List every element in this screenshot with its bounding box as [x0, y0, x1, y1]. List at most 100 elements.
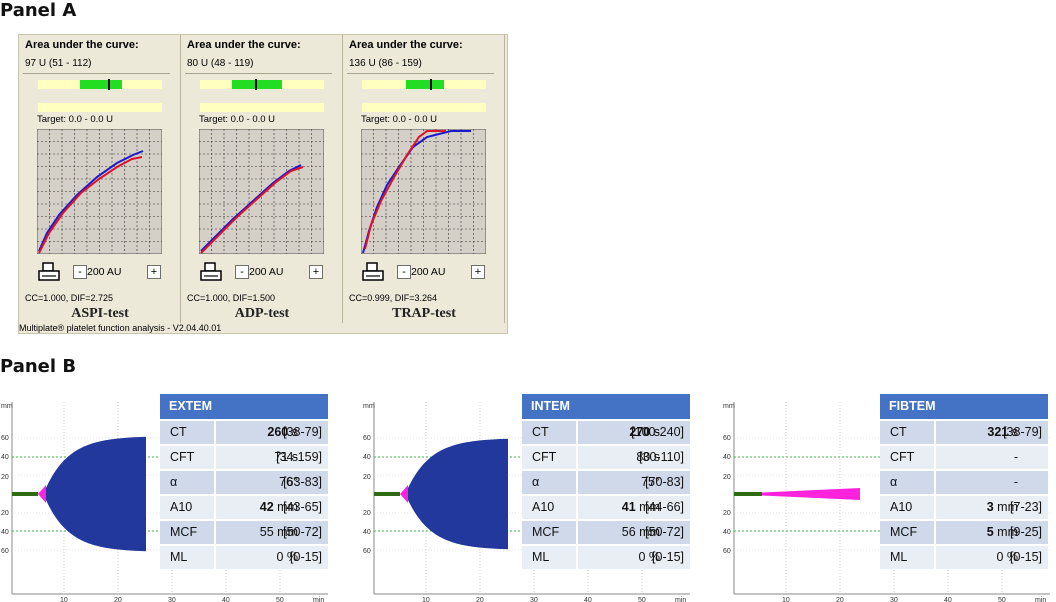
result-row-ml: ML 0 % [0-15]: [160, 544, 328, 569]
panel-b-title: Panel B: [0, 356, 77, 377]
x-tick-label: 10: [60, 597, 68, 602]
param-value: -: [936, 446, 1018, 469]
value-number: 55: [259, 525, 274, 539]
auc-label: Area under the curve:: [187, 39, 301, 51]
cell-divider: [576, 496, 578, 519]
param-name: ML: [532, 550, 550, 564]
x-tick-label: 50: [276, 597, 284, 602]
x-tick-label: 10: [782, 597, 790, 602]
blue-curve: [200, 164, 302, 252]
result-row-alpha: α-: [880, 469, 1048, 494]
value-number: 71: [274, 450, 289, 464]
zoom-in-button[interactable]: +: [309, 265, 323, 279]
cell-divider: [934, 496, 936, 519]
clot-amplitude-trace: [762, 488, 860, 500]
y-tick-label: 40: [723, 529, 731, 536]
reference-range: [38-79]: [1003, 425, 1042, 439]
zoom-out-button[interactable]: -: [397, 265, 411, 279]
zoom-in-button[interactable]: +: [471, 265, 485, 279]
printer-icon[interactable]: [37, 261, 61, 283]
cell-divider: [576, 471, 578, 494]
y-tick-label: 40: [723, 454, 731, 461]
target-label: Target: 0.0 - 0.0 U: [361, 114, 438, 125]
y-tick-label: 60: [363, 435, 371, 442]
y-tick-label: 60: [723, 435, 731, 442]
cell-divider: [214, 471, 216, 494]
y-tick-label: 60: [1, 548, 9, 555]
zoom-out-button[interactable]: -: [235, 265, 249, 279]
x-tick-label: 50: [998, 597, 1006, 602]
scale-label: 200 AU: [411, 266, 446, 278]
aspi-test-column: Area under the curve: 97 U (51 - 112) Ta…: [19, 35, 181, 323]
cell-divider: [576, 446, 578, 469]
gauge-marker: [255, 79, 257, 90]
target-label: Target: 0.0 - 0.0 U: [199, 114, 276, 125]
printer-icon[interactable]: [361, 261, 385, 283]
zoom-out-button[interactable]: -: [73, 265, 87, 279]
value-number: -: [1013, 450, 1018, 464]
printer-icon[interactable]: [199, 261, 223, 283]
value-unit: mm: [277, 525, 298, 539]
cell-divider: [214, 546, 216, 569]
red-curve: [200, 166, 304, 254]
result-row-alpha: α 76° [63-83]: [160, 469, 328, 494]
param-value: 41 mm: [578, 496, 660, 519]
auc-value: 97 U (51 - 112): [25, 58, 92, 69]
value-number: 0: [996, 550, 1004, 564]
y-tick-label: 40: [363, 529, 371, 536]
reference-range: [50-72]: [645, 525, 684, 539]
scale-label: 200 AU: [87, 266, 122, 278]
param-name: A10: [170, 500, 193, 514]
y-tick-label: mm: [363, 403, 375, 410]
cell-divider: [214, 521, 216, 544]
y-tick-label: 60: [363, 548, 371, 555]
cc-dif-stats: CC=0.999, DIF=3.264: [349, 293, 438, 303]
x-tick-label: 20: [836, 597, 844, 602]
y-tick-label: 40: [1, 454, 9, 461]
divider: [23, 73, 170, 74]
result-row-mcf: MCF 5 mm [9-25]: [880, 519, 1048, 544]
value-unit: s: [653, 450, 660, 464]
param-name: MCF: [170, 525, 198, 539]
gauge-range: [406, 80, 444, 89]
y-tick-label: mm: [723, 403, 735, 410]
param-value: 3 mm: [936, 496, 1018, 519]
cell-divider: [934, 471, 936, 494]
value-unit: mm: [277, 500, 298, 514]
param-name: α: [170, 475, 178, 489]
result-row-ct: CT 270 s [100-240]: [522, 419, 690, 444]
value-unit: %: [1006, 550, 1018, 564]
auc-value: 136 U (86 - 159): [349, 58, 422, 69]
param-name: MCF: [532, 525, 560, 539]
graph-controls: - 200 AU +: [37, 261, 162, 283]
value-number: 5: [986, 525, 994, 539]
cell-divider: [214, 496, 216, 519]
value-unit: mm: [997, 525, 1018, 539]
aggregation-graph: [361, 129, 486, 254]
value-unit: %: [286, 550, 298, 564]
reference-range: [0-15]: [652, 550, 684, 564]
param-name: ML: [170, 550, 188, 564]
cc-dif-stats: CC=1.000, DIF=2.725: [25, 293, 114, 303]
red-curve: [364, 130, 446, 250]
cell-divider: [934, 546, 936, 569]
zoom-in-button[interactable]: +: [147, 265, 161, 279]
reference-range: [63-83]: [283, 475, 322, 489]
reference-range: [34-159]: [276, 450, 322, 464]
result-row-mcf: MCF 56 mm [50-72]: [522, 519, 690, 544]
y-tick-label: 40: [363, 454, 371, 461]
value-number: 80: [636, 450, 651, 464]
results-table: INTEM CT 270 s [100-240] CFT 80 s [30-110] α 75…: [522, 394, 690, 569]
value-unit: %: [648, 550, 660, 564]
x-tick-label: 30: [168, 597, 176, 602]
value-unit: s: [291, 425, 298, 439]
clot-amplitude-trace: [46, 436, 146, 552]
reference-range: [44-66]: [645, 500, 684, 514]
divider: [347, 73, 494, 74]
y-tick-label: 20: [363, 474, 371, 481]
result-row-alpha: α 75° [70-83]: [522, 469, 690, 494]
param-name: CT: [890, 425, 907, 439]
graph-controls: - 200 AU +: [361, 261, 486, 283]
value-number: 41: [621, 500, 636, 514]
auc-label: Area under the curve:: [25, 39, 139, 51]
